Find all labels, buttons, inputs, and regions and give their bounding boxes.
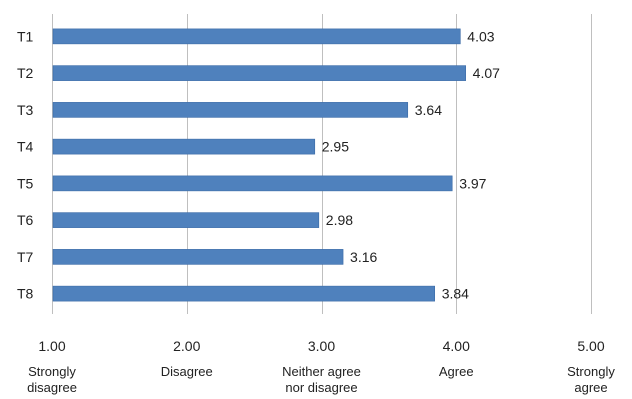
value-label: 3.97	[459, 175, 486, 191]
x-tick-descriptor: Agree	[439, 364, 474, 379]
bar-t1	[52, 28, 461, 45]
x-tick-descriptor: nor disagree	[285, 380, 357, 395]
x-tick-labels: 1.00Stronglydisagree2.00Disagree3.00Neit…	[27, 338, 615, 395]
bar-t7	[52, 249, 344, 265]
category-label: T1	[17, 28, 34, 44]
value-label: 4.03	[467, 28, 494, 44]
value-label: 4.07	[473, 65, 500, 81]
value-label: 3.16	[350, 249, 377, 265]
bar-t8	[52, 285, 435, 302]
bar-t3	[52, 102, 409, 118]
bars	[52, 28, 466, 302]
bar-t6	[52, 212, 320, 228]
category-label: T2	[17, 65, 34, 81]
x-tick-label: 2.00	[173, 338, 200, 354]
x-tick-label: 5.00	[577, 338, 604, 354]
x-tick-descriptor: disagree	[27, 380, 77, 395]
x-tick-label: 3.00	[308, 338, 335, 354]
bar-t4	[52, 138, 316, 155]
category-label: T3	[17, 102, 34, 118]
value-label: 2.95	[322, 139, 349, 155]
category-label: T8	[17, 286, 34, 302]
bar-t5	[52, 175, 453, 192]
x-tick-descriptor: Disagree	[161, 364, 213, 379]
value-label: 3.64	[415, 102, 442, 118]
category-labels: T1 T2 T3 T4 T5 T6 T7 T8	[17, 28, 34, 301]
x-tick-descriptor: agree	[574, 380, 607, 395]
bar-t2	[52, 65, 466, 81]
x-tick-descriptor: Neither agree	[282, 364, 361, 379]
x-tick-label: 4.00	[443, 338, 470, 354]
gridlines	[187, 14, 592, 314]
x-tick-descriptor: Strongly	[567, 364, 615, 379]
category-label: T7	[17, 249, 34, 265]
category-label: T4	[17, 139, 34, 155]
value-labels: 4.03 4.07 3.64 2.95 3.97 2.98 3.16 3.84	[322, 28, 500, 301]
value-label: 2.98	[326, 212, 353, 228]
x-tick-descriptor: Strongly	[28, 364, 76, 379]
value-label: 3.84	[442, 286, 469, 302]
category-label: T5	[17, 175, 34, 191]
x-tick-label: 1.00	[38, 338, 65, 354]
category-label: T6	[17, 212, 34, 228]
